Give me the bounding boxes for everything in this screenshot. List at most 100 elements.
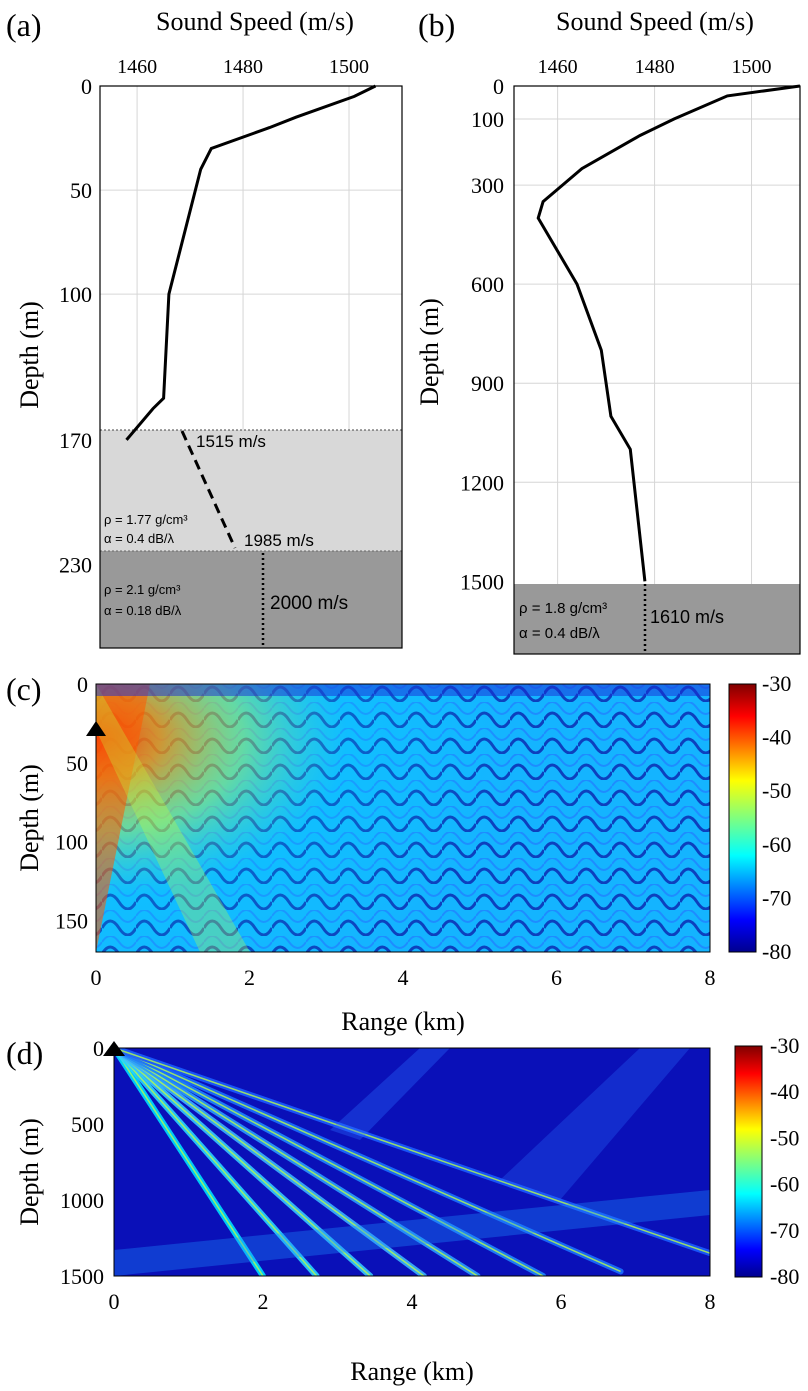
panel-d-x-tick: 8 [705, 1289, 716, 1314]
panel-d-heatmap [114, 1048, 710, 1276]
panel-d-x-tick: 4 [407, 1289, 418, 1314]
panel-d-x-tick: 6 [556, 1289, 567, 1314]
panel-c-x-tick: 6 [551, 965, 562, 990]
panel-a: (a) Sound Speed (m/s) 1460 1480 1500 0 50 10… [6, 7, 403, 649]
panel-d-colorbar-tick: -30 [770, 1033, 799, 1058]
panel-d-x-tick-labels: 0 2 4 6 8 [109, 1289, 716, 1314]
panel-b: (b) Sound Speed (m/s) 1460 1480 1500 0 100 3… [415, 7, 801, 655]
panel-d-x-tick: 0 [109, 1289, 120, 1314]
panel-a-layer1-attenuation: α = 0.4 dB/λ [104, 531, 175, 546]
panel-c-source-marker [86, 721, 106, 736]
panel-c-axes-box [95, 683, 711, 953]
panel-d-colorbar-tick: -50 [770, 1125, 799, 1150]
panel-a-x-tick-labels: 1460 1480 1500 [117, 56, 369, 78]
panel-d-beam-core [114, 1048, 425, 1276]
panel-b-axes-box [513, 85, 801, 655]
panel-a-layer2-attenuation: α = 0.18 dB/λ [104, 603, 182, 618]
panel-a-x-tick: 1500 [329, 56, 369, 78]
panel-d-beam-core [114, 1048, 710, 1254]
panel-c-x-axis-title: Range (km) [341, 1007, 464, 1036]
panel-d-beam-core [114, 1048, 371, 1276]
panel-a-layer1-density: ρ = 1.77 g/cm³ [104, 512, 188, 527]
panel-d-colorbar-tick: -60 [770, 1172, 799, 1197]
panel-a-grid [100, 86, 402, 430]
panel-d-y-tick-labels: 0 500 1000 1500 [60, 1036, 104, 1289]
panel-b-sound-speed-profile [536, 84, 801, 582]
panel-b-y-tick: 1200 [460, 470, 504, 495]
panel-c-colorbar-tick: -50 [762, 778, 791, 803]
panel-d: (d) 0 500 1000 1500 0 2 4 6 8 Range (km) Depth … [6, 1033, 799, 1386]
panel-c-colorbar-tick-labels: -30 -40 -50 -60 -70 -80 [762, 671, 791, 964]
panel-d-beam-core [114, 1048, 264, 1276]
panel-d-axes-box [113, 1047, 711, 1277]
panel-d-beam-core [114, 1048, 478, 1276]
panel-d-y-tick: 0 [93, 1036, 104, 1061]
panel-a-top-axis-title: Sound Speed (m/s) [156, 7, 354, 36]
panel-b-y-axis-title: Depth (m) [415, 298, 444, 406]
panel-a-x-tick: 1460 [117, 56, 157, 78]
panel-a-y-tick: 170 [59, 428, 92, 453]
panel-a-layer1-speed-bottom: 1985 m/s [244, 531, 314, 550]
panel-a-layer1-speed-top: 1515 m/s [196, 432, 266, 451]
panel-a-layer2-speed: 2000 m/s [270, 593, 348, 614]
panel-a-layer2-density: ρ = 2.1 g/cm³ [104, 582, 181, 597]
panel-a-x-tick: 1480 [223, 56, 263, 78]
panel-c: (c) 0 50 100 150 0 2 4 6 8 Range (km) Depth (m)… [6, 671, 791, 1036]
panel-d-colorbar-tick: -40 [770, 1079, 799, 1104]
panel-d-colorbar-tick: -80 [770, 1264, 799, 1289]
panel-c-x-tick: 4 [398, 965, 409, 990]
panel-b-y-tick: 1500 [460, 569, 504, 594]
panel-c-colorbar-tick: -30 [762, 671, 791, 696]
panel-a-y-tick: 0 [81, 74, 92, 99]
panel-b-label: (b) [418, 7, 455, 43]
panel-c-x-tick: 2 [244, 965, 255, 990]
panel-a-y-tick-labels: 0 50 100 170 230 [59, 74, 92, 578]
panel-c-colorbar-tick: -40 [762, 725, 791, 750]
panel-c-y-tick: 50 [66, 751, 88, 776]
panel-d-x-axis-title: Range (km) [350, 1357, 473, 1386]
panel-b-bottom-density: ρ = 1.8 g/cm³ [519, 600, 607, 617]
panel-b-y-tick: 300 [471, 173, 504, 198]
panel-b-x-tick-labels: 1460 1480 1500 [538, 56, 772, 78]
panel-d-y-axis-title: Depth (m) [15, 1118, 44, 1226]
panel-b-y-tick: 100 [471, 107, 504, 132]
panel-b-x-tick: 1460 [538, 56, 578, 78]
panel-d-label: (d) [6, 1035, 43, 1071]
panel-a-y-axis-title: Depth (m) [15, 301, 44, 409]
panel-b-y-tick: 600 [471, 272, 504, 297]
panel-a-axes-box [99, 85, 403, 649]
panel-d-y-tick: 500 [71, 1112, 104, 1137]
panel-a-sound-speed-profile [125, 84, 377, 441]
panel-b-x-tick: 1480 [635, 56, 675, 78]
panel-d-y-tick: 1000 [60, 1188, 104, 1213]
panel-b-bottom-speed: 1610 m/s [650, 607, 724, 627]
panel-c-heatmap [96, 684, 710, 952]
panel-d-colorbar-tick: -70 [770, 1218, 799, 1243]
panel-a-y-tick: 230 [59, 553, 92, 578]
panel-b-y-tick: 0 [493, 74, 504, 99]
panel-c-y-tick: 100 [55, 830, 88, 855]
panel-a-layer1 [100, 430, 402, 551]
panel-a-label: (a) [6, 7, 42, 43]
panel-a-y-tick: 50 [70, 178, 92, 203]
panel-d-colorbar [734, 1045, 763, 1278]
panel-d-beam-core [114, 1048, 318, 1276]
panel-c-y-tick: 0 [77, 672, 88, 697]
panel-c-y-tick-labels: 0 50 100 150 [55, 672, 88, 933]
panel-b-bottom-attenuation: α = 0.4 dB/λ [519, 625, 600, 642]
panel-b-bottom-layer [514, 584, 800, 654]
panel-c-y-axis-title: Depth (m) [15, 764, 44, 872]
panel-b-y-tick: 900 [471, 371, 504, 396]
panel-a-layer1-gradient-line [180, 430, 237, 549]
panel-c-y-tick: 150 [55, 908, 88, 933]
panel-b-x-tick: 1500 [732, 56, 772, 78]
panel-d-beam-core [114, 1048, 544, 1276]
panel-b-grid [514, 86, 800, 584]
panel-b-top-axis-title: Sound Speed (m/s) [556, 7, 754, 36]
panel-d-beam-core [114, 1048, 621, 1273]
panel-d-x-tick: 2 [258, 1289, 269, 1314]
panel-c-colorbar [728, 683, 757, 953]
panel-d-colorbar-tick-labels: -30 -40 -50 -60 -70 -80 [770, 1033, 799, 1289]
panel-a-layer2 [100, 551, 402, 648]
